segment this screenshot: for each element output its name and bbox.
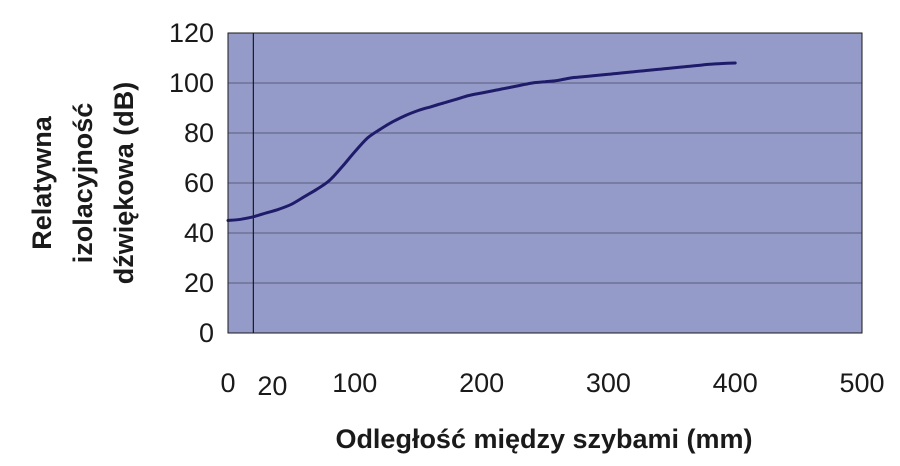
y-tick-labels: 0 20 40 60 80 100 120 (169, 18, 214, 348)
data-point (708, 63, 711, 66)
data-point (493, 89, 496, 92)
y-tick-label: 60 (184, 168, 214, 198)
data-point (366, 137, 369, 140)
data-point (442, 102, 445, 105)
x-tick-label: 400 (713, 368, 758, 398)
data-point (594, 74, 597, 77)
data-point (531, 82, 534, 85)
data-point (290, 203, 293, 206)
data-point (582, 75, 585, 78)
data-point (429, 105, 432, 108)
plot-frame (227, 32, 863, 334)
data-point (303, 195, 306, 198)
data-point (252, 215, 255, 218)
y-tick-label: 20 (184, 268, 214, 298)
y-tick-label: 80 (184, 118, 214, 148)
data-point (328, 179, 331, 182)
data-point (632, 70, 635, 73)
data-point (391, 120, 394, 123)
x-tick-label: 200 (459, 368, 504, 398)
y-tick-label: 100 (169, 68, 214, 98)
data-point (480, 92, 483, 95)
data-point (455, 98, 458, 101)
data-point (417, 109, 420, 112)
y-axis-title-line: Relatywna (27, 115, 57, 250)
x-axis-title: Odległość między szybami (mm) (335, 424, 752, 454)
data-point (277, 208, 280, 211)
data-point (620, 72, 623, 75)
data-point (505, 87, 508, 90)
data-point (544, 80, 547, 83)
y-tick-label: 0 (199, 318, 214, 348)
data-point (265, 212, 268, 215)
data-point (696, 64, 699, 67)
data-point (404, 114, 407, 117)
data-point (658, 68, 661, 71)
series-line (226, 61, 737, 222)
data-point (683, 65, 686, 68)
data-point (379, 128, 382, 131)
data-point (721, 62, 724, 65)
data-point (556, 79, 559, 82)
y-axis-title-line: izolacyjność (68, 103, 98, 264)
data-point (670, 67, 673, 70)
x-tick-labels: 0 100 200 300 400 500 (220, 368, 884, 398)
y-axis-title: Relatywna izolacyjność dźwiękowa (dB) (27, 82, 139, 285)
data-point (734, 62, 737, 65)
y-tick-label: 120 (169, 18, 214, 48)
y-axis-title-line: dźwiękowa (dB) (109, 82, 139, 285)
data-point (341, 165, 344, 168)
gridlines (228, 82, 862, 284)
data-point (518, 84, 521, 87)
x-tick-label: 100 (332, 368, 377, 398)
x-tick-label: 300 (586, 368, 631, 398)
x-tick-label: 500 (839, 368, 884, 398)
data-point (239, 218, 242, 221)
data-point (645, 69, 648, 72)
data-point (607, 73, 610, 76)
data-point (315, 188, 318, 191)
data-point (569, 77, 572, 80)
data-point (467, 94, 470, 97)
x-marker-label: 20 (257, 371, 287, 401)
y-tick-label: 40 (184, 218, 214, 248)
x-tick-label: 0 (220, 368, 235, 398)
data-point (353, 150, 356, 153)
